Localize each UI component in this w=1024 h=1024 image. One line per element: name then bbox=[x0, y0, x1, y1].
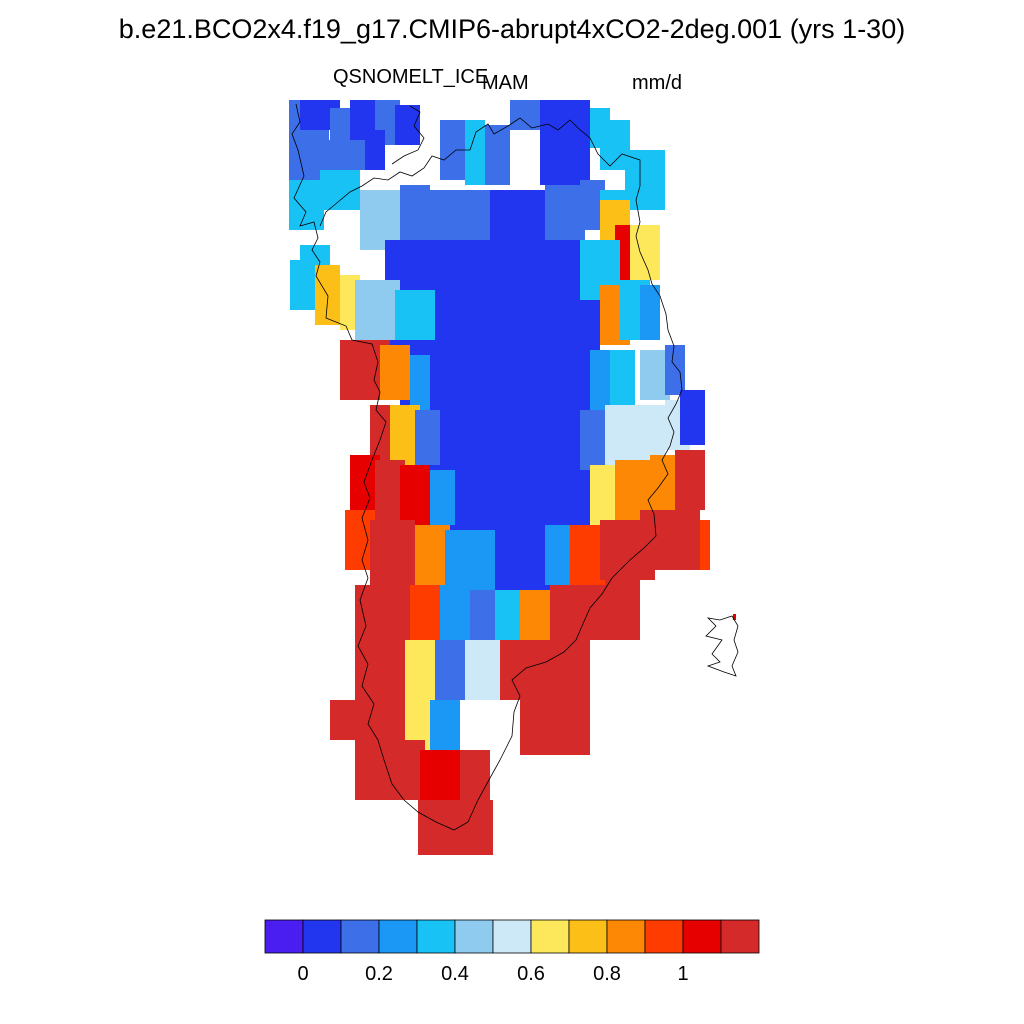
colorbar-box bbox=[340, 919, 380, 954]
map-cell bbox=[610, 350, 635, 410]
colorbar-box bbox=[606, 919, 646, 954]
map-cell bbox=[590, 350, 610, 410]
map-cell bbox=[430, 470, 455, 525]
map-cell bbox=[510, 100, 540, 130]
map-cell bbox=[485, 125, 510, 185]
map-cell bbox=[420, 750, 460, 805]
variable-name-label: QSNOMELT_ICE bbox=[333, 66, 489, 88]
colorbar-box bbox=[378, 919, 418, 954]
map-cell bbox=[550, 580, 640, 640]
colorbar-box bbox=[264, 919, 304, 954]
map-cell bbox=[289, 180, 324, 230]
map-cell bbox=[395, 105, 420, 145]
map-cell bbox=[430, 700, 460, 755]
map-cell bbox=[665, 345, 685, 395]
plot-title: b.e21.BCO2x4.f19_g17.CMIP6-abrupt4xCO2-2… bbox=[118, 14, 906, 44]
colorbar-tick-label: 0.2 bbox=[365, 963, 393, 985]
colorbar-box bbox=[682, 919, 722, 954]
map-cell bbox=[355, 280, 400, 340]
map-cell bbox=[570, 525, 605, 585]
season-label: MAM bbox=[482, 72, 529, 94]
map-cell bbox=[435, 640, 465, 700]
map-cell bbox=[440, 585, 470, 645]
colorbar-box bbox=[720, 919, 760, 954]
map-cell bbox=[415, 525, 450, 585]
map-cell bbox=[395, 290, 435, 340]
map-cell bbox=[405, 640, 435, 700]
map-cell bbox=[733, 614, 736, 620]
coastline-fjord bbox=[391, 105, 425, 165]
coastline bbox=[291, 103, 739, 831]
colorbar-tick-label: 0 bbox=[297, 963, 308, 985]
map-cell bbox=[520, 695, 590, 755]
colorbar-box bbox=[302, 919, 342, 954]
map-cell bbox=[420, 190, 460, 245]
map-cell bbox=[465, 120, 485, 185]
colorbar-box bbox=[416, 919, 456, 954]
map-cell bbox=[460, 190, 490, 245]
map-cell bbox=[418, 800, 493, 855]
map-cell bbox=[545, 185, 585, 245]
map-cell bbox=[640, 285, 660, 340]
map-cell bbox=[540, 100, 590, 185]
colorbar-box bbox=[568, 919, 608, 954]
colorbar-tick-label: 0.6 bbox=[517, 963, 545, 985]
map-cell bbox=[330, 700, 360, 740]
map-cell bbox=[675, 450, 705, 510]
colorbar-box bbox=[530, 919, 570, 954]
units-label: mm/d bbox=[632, 72, 682, 94]
coastline-iceland bbox=[705, 615, 739, 677]
map-cell bbox=[410, 585, 440, 645]
colorbar-boxes bbox=[264, 919, 760, 954]
map-cell bbox=[415, 410, 440, 465]
map-cell bbox=[365, 130, 385, 170]
map-cell bbox=[380, 345, 410, 400]
map-cell bbox=[400, 465, 430, 525]
coastline-east bbox=[319, 117, 683, 823]
colorbar-ticks: 0 0.2 0.4 0.6 0.8 1 bbox=[297, 963, 688, 985]
colorbar-box bbox=[644, 919, 684, 954]
colorbar-tick-label: 0.8 bbox=[593, 963, 621, 985]
map-grid-cells bbox=[289, 100, 736, 855]
map-cell bbox=[465, 640, 500, 700]
map-cell bbox=[470, 530, 495, 590]
map-cell bbox=[680, 390, 705, 445]
map-cell bbox=[500, 640, 590, 700]
map-cell bbox=[630, 225, 660, 280]
colorbar-tick-label: 1 bbox=[677, 963, 688, 985]
map-cell bbox=[520, 590, 555, 640]
colorbar-box bbox=[492, 919, 532, 954]
colorbar-box bbox=[454, 919, 494, 954]
map-cell bbox=[640, 510, 700, 570]
colorbar-tick-label: 0.4 bbox=[441, 963, 469, 985]
coastline-west bbox=[291, 103, 469, 831]
map-cell bbox=[625, 150, 665, 210]
map-cell bbox=[410, 355, 430, 410]
map-cell bbox=[355, 740, 425, 800]
